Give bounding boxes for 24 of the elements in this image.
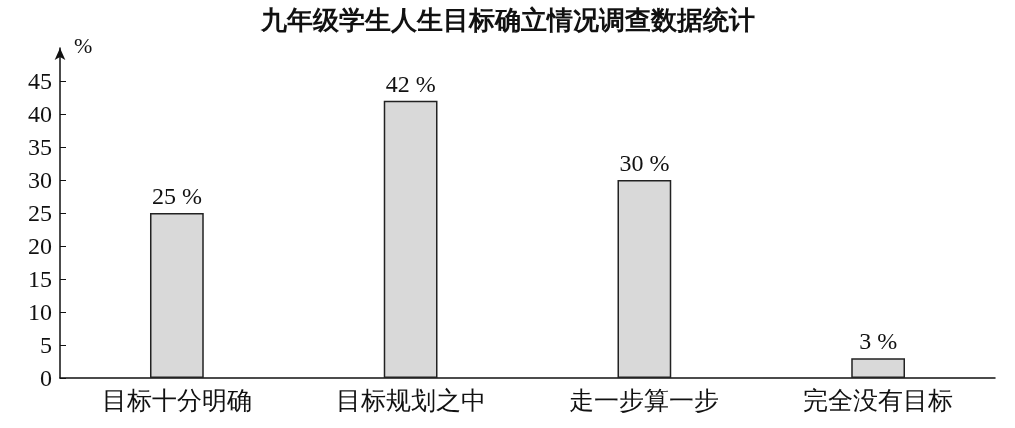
data-label: 42 % (385, 70, 436, 97)
y-tick-label: 15 (28, 266, 52, 292)
data-label: 30 % (619, 150, 670, 176)
bar (149, 213, 204, 378)
y-tick-label: 10 (28, 299, 52, 325)
x-tick-label: 完全没有目标 (803, 386, 954, 415)
y-tick-label: 40 (28, 101, 52, 127)
x-tick-label: 目标规划之中 (335, 386, 486, 415)
y-tick-label: 35 (28, 134, 52, 160)
x-tick-label: 走一步算一步 (569, 386, 720, 415)
y-tick-label: 20 (28, 233, 52, 259)
bar (383, 100, 438, 378)
bar (617, 180, 672, 378)
y-tick-label: 45 (28, 68, 52, 94)
y-tick-label: 0 (40, 365, 52, 391)
y-tick-label: 5 (40, 332, 52, 358)
chart-title: 九年级学生人生目标确立情况调查数据统计 (259, 5, 755, 35)
x-tick-label: 目标十分明确 (101, 386, 252, 415)
y-tick-label: 30 (28, 167, 52, 193)
data-label: 3 % (859, 328, 898, 355)
y-axis-title: % (74, 32, 93, 58)
data-label: 25 % (151, 183, 202, 209)
y-tick-label: 25 (28, 200, 52, 226)
bar (851, 358, 906, 378)
